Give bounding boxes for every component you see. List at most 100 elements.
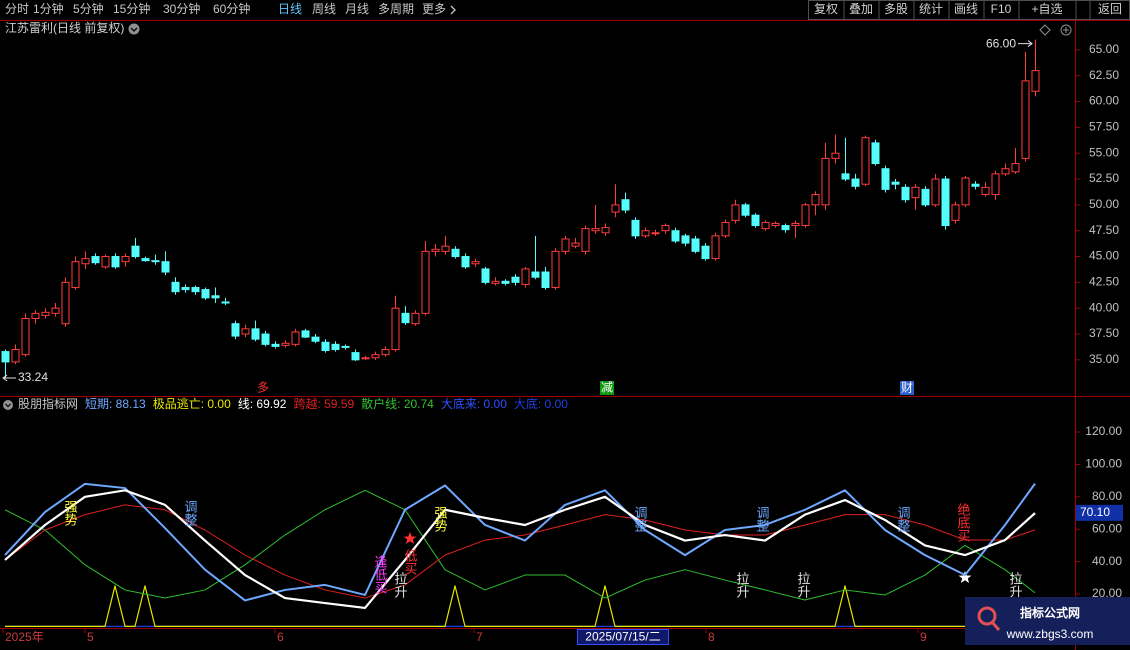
signal-label: 调整 bbox=[896, 506, 911, 532]
candle-body bbox=[791, 222, 800, 227]
date-label: 7 bbox=[476, 630, 483, 644]
add-icon[interactable] bbox=[1060, 24, 1072, 36]
watermark-icon bbox=[977, 606, 997, 626]
event-marker-box bbox=[900, 381, 914, 395]
period-tab[interactable]: 周线 bbox=[312, 2, 336, 16]
candle-body bbox=[681, 235, 690, 244]
legend-entry: 散户线: 20.74 bbox=[361, 396, 434, 411]
legend-entry: 跨越: 59.59 bbox=[293, 397, 354, 411]
candle-body bbox=[1, 351, 10, 363]
candle-body bbox=[211, 295, 220, 299]
candle-body bbox=[821, 157, 830, 206]
candle-body bbox=[331, 343, 340, 351]
candle-body bbox=[421, 250, 430, 314]
signal-label: 调整 bbox=[755, 506, 770, 532]
candle-body bbox=[441, 245, 450, 252]
legend-entry: 大底来: 0.00 bbox=[441, 396, 507, 411]
candle-body bbox=[761, 221, 770, 230]
toolbar-button[interactable]: 统计 bbox=[919, 2, 943, 16]
period-tab[interactable]: 5分钟 bbox=[73, 1, 104, 16]
candle-body bbox=[901, 186, 910, 201]
toolbar-button[interactable]: +自选 bbox=[1031, 2, 1062, 16]
event-marker: 多 bbox=[257, 381, 269, 395]
date-label: 2025年 bbox=[5, 630, 44, 644]
candle-body bbox=[581, 228, 590, 252]
candle-body bbox=[341, 345, 350, 348]
period-tab[interactable]: 60分钟 bbox=[213, 1, 250, 16]
candle-body bbox=[161, 261, 170, 273]
signal-label: 低买 bbox=[403, 549, 418, 576]
low-marker-arrow bbox=[2, 374, 16, 382]
candle-body bbox=[141, 258, 150, 262]
candle-body bbox=[751, 214, 760, 227]
signal-label: 拉升 bbox=[393, 572, 408, 598]
candle-body bbox=[961, 177, 970, 206]
period-tab[interactable]: 15分钟 bbox=[113, 1, 150, 16]
stock-title: 江苏雷利(日线 前复权) bbox=[5, 20, 124, 35]
candle-body bbox=[191, 287, 200, 293]
y-tick-label: 52.50 bbox=[1089, 171, 1119, 185]
candle-body bbox=[641, 230, 650, 237]
toolbar-button[interactable]: 返回 bbox=[1098, 2, 1122, 16]
date-label: 5 bbox=[87, 630, 94, 644]
y-tick-label: 37.50 bbox=[1089, 326, 1119, 340]
bottom-star bbox=[958, 571, 972, 583]
indicator-dropdown[interactable] bbox=[3, 400, 13, 410]
candle-body bbox=[591, 228, 600, 232]
candle-body bbox=[111, 256, 120, 268]
candle-body bbox=[851, 178, 860, 187]
title-dropdown[interactable] bbox=[128, 23, 140, 35]
candle-body bbox=[401, 312, 410, 324]
y-tick-label: 47.50 bbox=[1089, 223, 1119, 237]
toolbar-separators bbox=[843, 0, 1091, 20]
candle-body bbox=[841, 173, 850, 180]
candle-body bbox=[631, 219, 640, 237]
candle-body bbox=[1001, 168, 1010, 175]
candle-body bbox=[731, 204, 740, 221]
candle-body bbox=[321, 341, 330, 352]
current-value-label: 70.10 bbox=[1080, 505, 1110, 519]
y-tick-label: 62.50 bbox=[1089, 68, 1119, 82]
candle-body bbox=[131, 245, 140, 258]
candle-body bbox=[701, 245, 710, 260]
y-tick-label: 45.00 bbox=[1089, 249, 1119, 263]
candle-body bbox=[951, 204, 960, 221]
legend-entry: 线: 69.92 bbox=[238, 397, 287, 411]
toolbar-button[interactable]: 复权 bbox=[814, 2, 838, 16]
period-tab[interactable]: 分时 bbox=[5, 2, 29, 16]
period-tab[interactable]: 日线 bbox=[278, 2, 302, 16]
indicator-line bbox=[5, 585, 1035, 627]
indicator-line bbox=[4, 482, 1036, 602]
more-chevron[interactable] bbox=[450, 5, 456, 15]
high-marker-arrow bbox=[1018, 40, 1033, 47]
toolbar-button[interactable]: F10 bbox=[991, 2, 1012, 16]
period-tab[interactable]: 多周期 bbox=[378, 2, 414, 16]
signal-label: 拉升 bbox=[735, 572, 750, 598]
y-tick-label: 60.00 bbox=[1092, 521, 1122, 535]
candle-body bbox=[451, 248, 460, 258]
period-tab[interactable]: 30分钟 bbox=[163, 1, 200, 16]
candle-body bbox=[281, 342, 290, 346]
candle-body bbox=[311, 336, 320, 342]
candle-body bbox=[771, 222, 780, 227]
candle-body bbox=[621, 199, 630, 211]
y-tick-label: 65.00 bbox=[1089, 42, 1119, 56]
period-tab[interactable]: 月线 bbox=[345, 2, 369, 16]
candle-body bbox=[971, 183, 980, 187]
indicator-dropdown-arrow bbox=[5, 403, 11, 408]
toolbar-button[interactable]: 多股 bbox=[884, 2, 908, 16]
toolbar-button[interactable]: 画线 bbox=[954, 2, 978, 16]
legend-entry: 大底: 0.00 bbox=[514, 396, 568, 411]
diamond-icon[interactable] bbox=[1039, 24, 1051, 36]
candle-body bbox=[711, 235, 720, 260]
toolbar-button[interactable]: 叠加 bbox=[849, 2, 873, 16]
period-tab[interactable]: 更多 bbox=[422, 2, 446, 16]
cursor-date-box bbox=[577, 629, 669, 645]
candle-body bbox=[931, 178, 940, 206]
period-tab[interactable]: 1分钟 bbox=[33, 1, 64, 16]
candle-body bbox=[721, 221, 730, 237]
y-tick-label: 55.00 bbox=[1089, 145, 1119, 159]
candle-body bbox=[81, 258, 90, 265]
y-tick-label: 35.00 bbox=[1089, 352, 1119, 366]
